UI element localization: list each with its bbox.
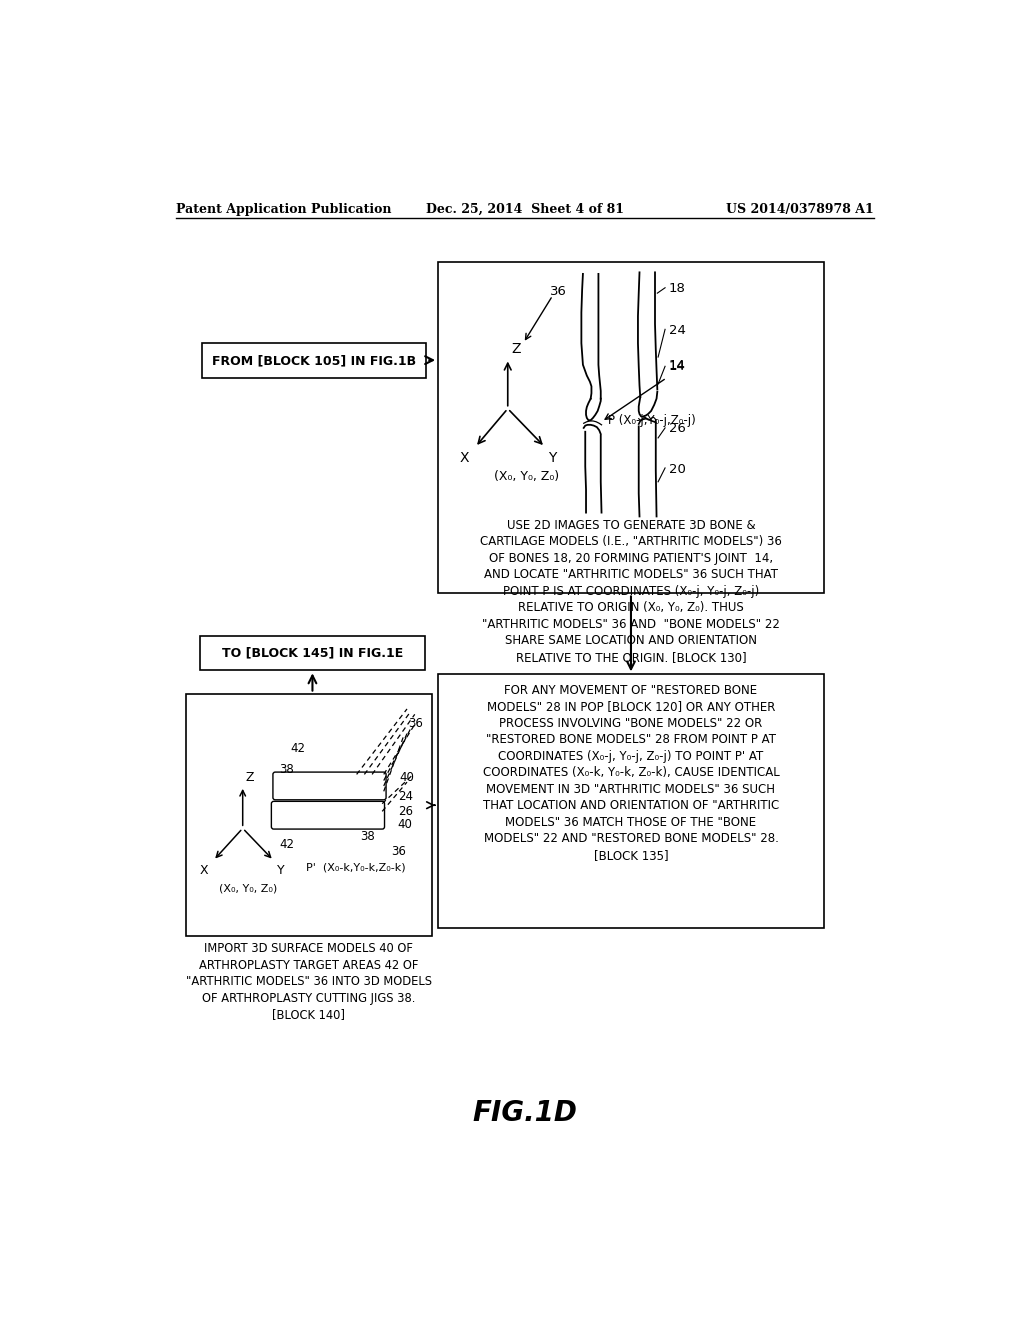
Bar [438, 675, 824, 928]
Text: 38: 38 [280, 763, 294, 776]
Bar [186, 693, 432, 936]
Text: 14: 14 [669, 359, 686, 372]
Text: FROM [BLOCK 105] IN FIG.1B: FROM [BLOCK 105] IN FIG.1B [212, 354, 416, 367]
Text: Z: Z [512, 342, 521, 356]
Text: P (X₀-j,Y₀-j,Z₀-j): P (X₀-j,Y₀-j,Z₀-j) [607, 413, 695, 426]
Text: P'  (X₀-k,Y₀-k,Z₀-k): P' (X₀-k,Y₀-k,Z₀-k) [306, 863, 406, 873]
Text: FOR ANY MOVEMENT OF "RESTORED BONE
MODELS" 28 IN POP [BLOCK 120] OR ANY OTHER
PR: FOR ANY MOVEMENT OF "RESTORED BONE MODEL… [482, 684, 779, 862]
Text: Patent Application Publication: Patent Application Publication [176, 203, 391, 216]
Text: 18: 18 [669, 281, 686, 294]
Text: Y: Y [548, 451, 556, 465]
Text: FIG.1D: FIG.1D [472, 1100, 578, 1127]
Text: 42: 42 [280, 838, 294, 850]
Text: X: X [460, 451, 469, 465]
Text: 36: 36 [409, 718, 424, 730]
Text: 36: 36 [550, 285, 567, 298]
Bar [202, 343, 426, 378]
Text: IMPORT 3D SURFACE MODELS 40 OF
ARTHROPLASTY TARGET AREAS 42 OF
"ARTHRITIC MODELS: IMPORT 3D SURFACE MODELS 40 OF ARTHROPLA… [186, 942, 432, 1022]
Text: 26: 26 [397, 805, 413, 818]
Text: 36: 36 [391, 845, 407, 858]
Text: 40: 40 [397, 818, 413, 832]
Text: Dec. 25, 2014  Sheet 4 of 81: Dec. 25, 2014 Sheet 4 of 81 [426, 203, 624, 216]
Text: TO [BLOCK 145] IN FIG.1E: TO [BLOCK 145] IN FIG.1E [222, 647, 403, 660]
Text: US 2014/0378978 A1: US 2014/0378978 A1 [726, 203, 873, 216]
Text: Y: Y [276, 863, 285, 876]
Text: Z: Z [246, 771, 254, 784]
Bar [438, 263, 824, 594]
Text: (X₀, Y₀, Z₀): (X₀, Y₀, Z₀) [494, 470, 559, 483]
Text: 24: 24 [669, 323, 686, 337]
Bar [200, 636, 425, 671]
FancyBboxPatch shape [273, 772, 386, 800]
Text: 38: 38 [360, 830, 375, 843]
Text: 20: 20 [669, 462, 686, 475]
Text: 24: 24 [397, 789, 413, 803]
Text: USE 2D IMAGES TO GENERATE 3D BONE &
CARTILAGE MODELS (I.E., "ARTHRITIC MODELS") : USE 2D IMAGES TO GENERATE 3D BONE & CART… [480, 519, 782, 664]
Text: 42: 42 [291, 742, 306, 755]
Text: 40: 40 [399, 771, 414, 784]
Text: 14: 14 [669, 360, 686, 374]
Text: X: X [200, 863, 209, 876]
Text: 26: 26 [669, 422, 686, 434]
Text: (X₀, Y₀, Z₀): (X₀, Y₀, Z₀) [219, 884, 278, 894]
FancyBboxPatch shape [271, 801, 385, 829]
